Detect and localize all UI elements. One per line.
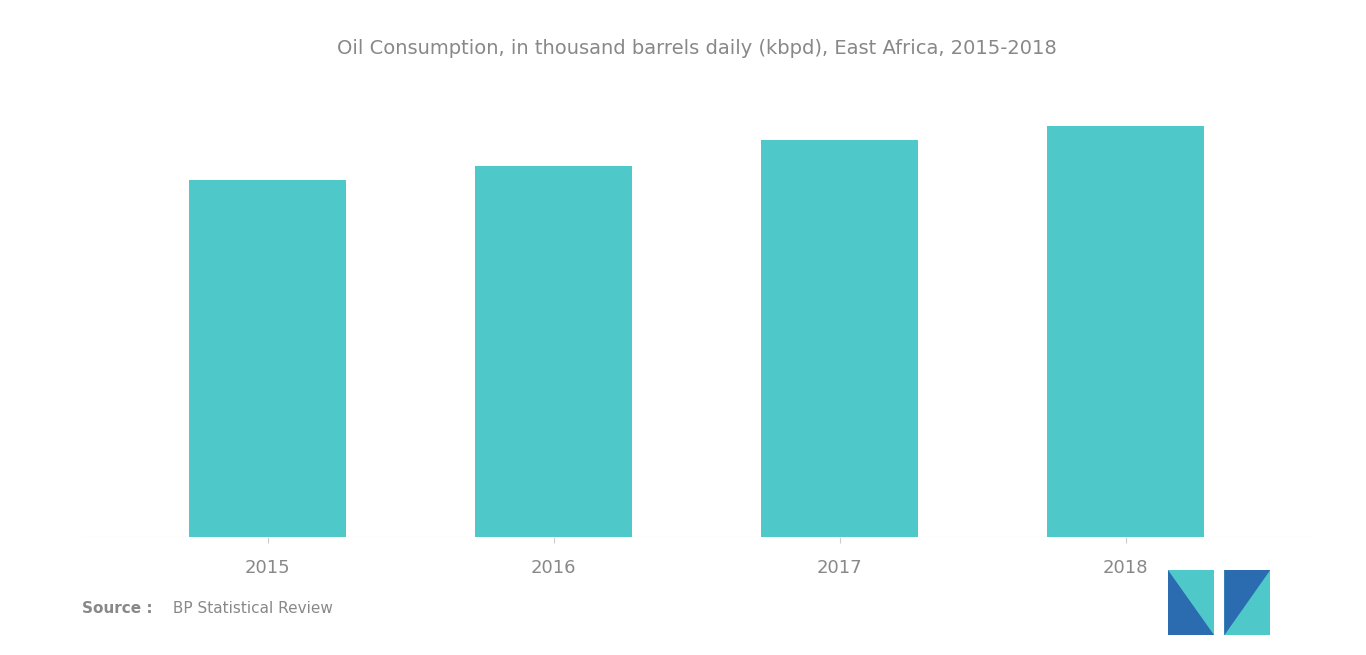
Bar (761, 140, 918, 537)
Bar (1046, 126, 1205, 537)
Title: Oil Consumption, in thousand barrels daily (kbpd), East Africa, 2015-2018: Oil Consumption, in thousand barrels dai… (337, 39, 1056, 58)
Text: BP Statistical Review: BP Statistical Review (168, 601, 333, 616)
Bar (189, 181, 347, 537)
Text: Source :: Source : (82, 601, 153, 616)
Bar (475, 166, 632, 537)
